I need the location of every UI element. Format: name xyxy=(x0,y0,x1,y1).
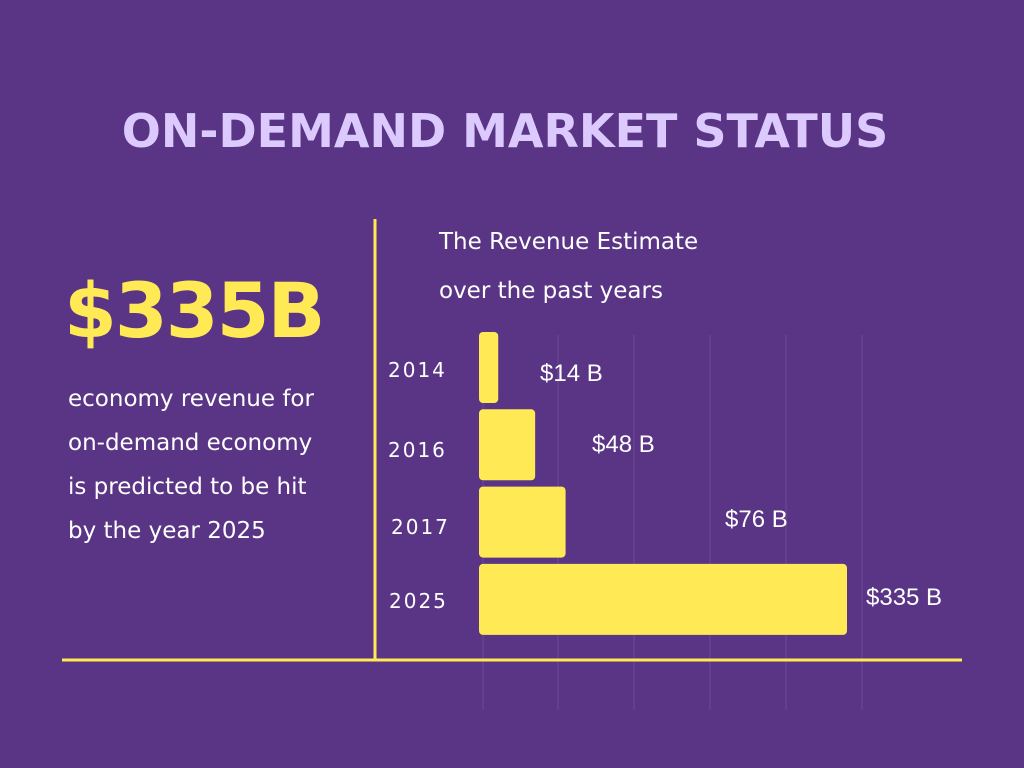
headline-description-line-4: by the year 2025 xyxy=(68,518,266,544)
category-label-2014: 2014 xyxy=(388,358,447,382)
headline-description-line-1: economy revenue for xyxy=(68,386,314,412)
bar-2016 xyxy=(479,409,536,481)
data-label-2025: $335 B xyxy=(866,584,942,611)
category-label-2017: 2017 xyxy=(391,515,450,539)
data-label-2016: $48 B xyxy=(592,431,655,458)
category-label-2025: 2025 xyxy=(389,589,448,613)
bar-2017 xyxy=(479,486,566,558)
headline-description-line-3: is predicted to be hit xyxy=(68,474,307,500)
data-label-2014: $14 B xyxy=(540,360,603,387)
chart-title-line-1: The Revenue Estimate xyxy=(439,229,699,255)
bar-2014 xyxy=(479,332,499,403)
headline-description-line-2: on-demand economy xyxy=(68,430,313,456)
bar-2025 xyxy=(479,563,847,635)
data-label-2017: $76 B xyxy=(725,506,788,533)
category-label-2016: 2016 xyxy=(388,438,447,462)
chart-title-line-2: over the past years xyxy=(439,278,663,304)
headline-stat: $335B xyxy=(64,266,325,355)
page-title: ON-DEMAND MARKET STATUS xyxy=(121,104,889,158)
